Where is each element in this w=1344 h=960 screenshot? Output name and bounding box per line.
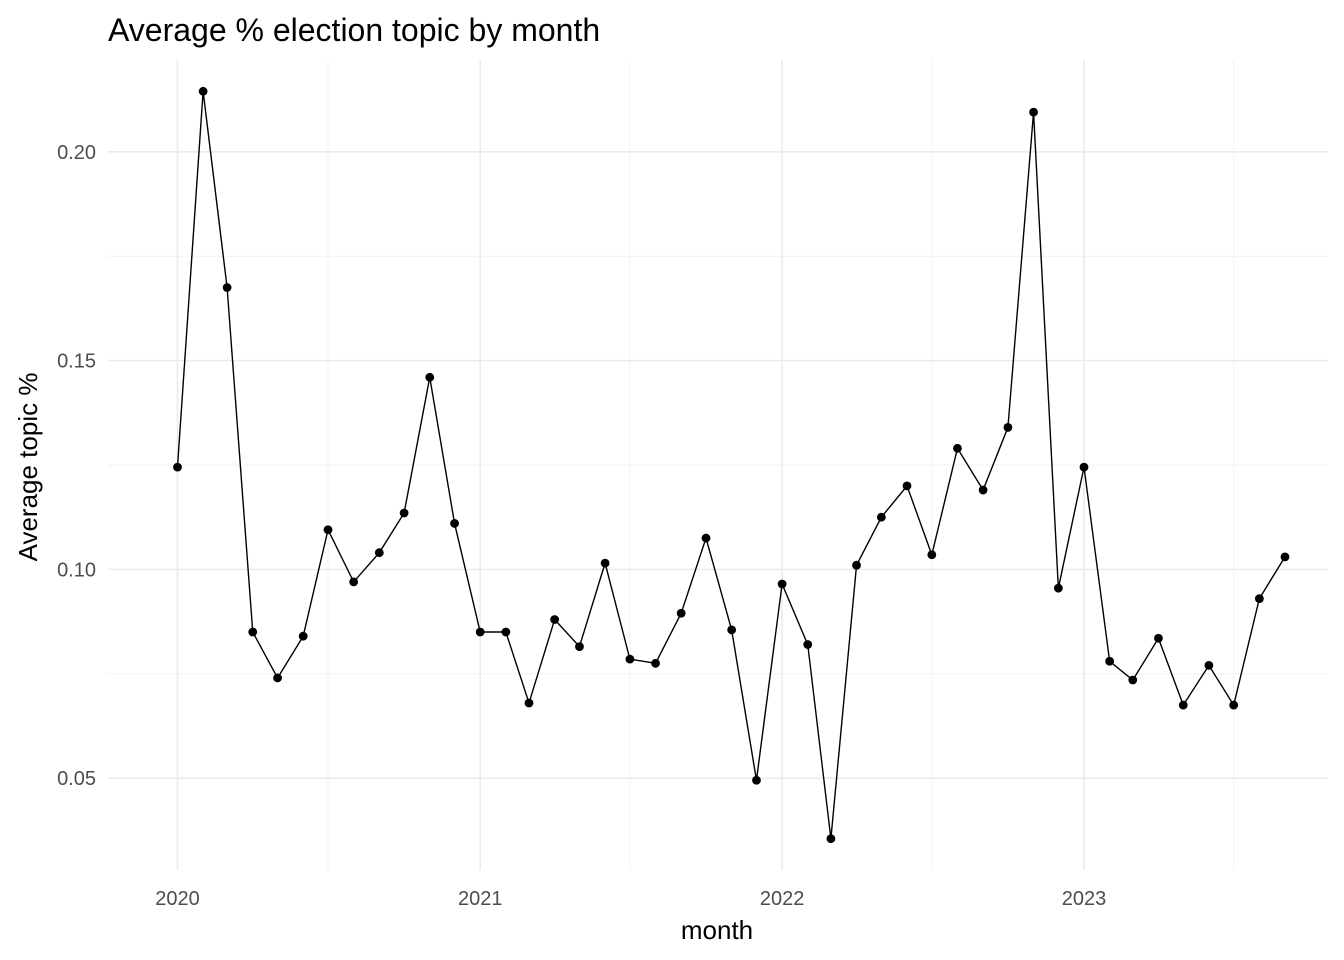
data-point: [1204, 661, 1214, 670]
data-point: [374, 548, 384, 558]
data-point: [349, 577, 359, 587]
data-point: [701, 533, 711, 543]
data-point: [550, 615, 560, 624]
data-point: [1029, 107, 1038, 117]
data-point: [273, 673, 282, 683]
data-point: [575, 642, 584, 652]
data-point: [501, 627, 511, 637]
data-point: [902, 481, 912, 491]
data-point: [1003, 423, 1013, 432]
data-point: [752, 775, 761, 785]
data-point: [323, 525, 333, 535]
grid-major-x: [176, 60, 1085, 870]
data-point: [803, 640, 813, 649]
grid-major-y: [108, 151, 1328, 779]
y-tick-labels: 0.05 0.10 0.15 0.20: [57, 142, 96, 790]
data-point: [173, 462, 182, 472]
x-axis-title: month: [681, 915, 753, 945]
data-point: [600, 558, 610, 568]
data-point: [927, 550, 937, 560]
grid-minor-x: [327, 60, 1235, 870]
data-point: [826, 834, 836, 844]
data-point: [1154, 633, 1163, 643]
x-tick-label: 2021: [458, 888, 503, 910]
data-point: [1280, 552, 1290, 562]
data-point: [475, 627, 485, 637]
series-points: [173, 86, 1290, 844]
data-point: [1079, 462, 1089, 472]
data-point: [399, 508, 409, 518]
data-point: [676, 608, 686, 618]
data-point: [1128, 675, 1138, 685]
y-tick-label: 0.15: [57, 351, 96, 373]
data-point: [777, 579, 787, 589]
data-point: [727, 625, 737, 635]
data-point: [852, 560, 861, 570]
data-point: [978, 485, 988, 495]
x-tick-labels: 2020 2021 2022 2023: [155, 888, 1106, 910]
x-tick-label: 2023: [1062, 888, 1107, 910]
data-point: [1053, 583, 1063, 593]
chart-title: Average % election topic by month: [108, 12, 600, 48]
data-point: [524, 698, 534, 708]
grid-minor-y: [108, 255, 1328, 675]
y-axis-title: Average topic %: [13, 373, 43, 562]
data-point: [298, 631, 308, 641]
data-point: [953, 443, 962, 453]
data-point: [876, 512, 886, 522]
data-point: [1229, 700, 1239, 710]
data-point: [222, 283, 232, 292]
data-point: [198, 86, 208, 96]
x-tick-label: 2022: [760, 888, 805, 910]
data-point: [248, 627, 258, 637]
data-point: [425, 372, 435, 382]
y-tick-label: 0.10: [57, 559, 96, 581]
data-point: [1254, 594, 1264, 604]
data-point: [1105, 656, 1115, 666]
y-tick-label: 0.20: [57, 142, 96, 164]
y-tick-label: 0.05: [57, 768, 96, 790]
data-point: [450, 519, 459, 528]
data-point: [1178, 700, 1188, 710]
x-tick-label: 2020: [155, 888, 200, 910]
data-point: [625, 654, 635, 664]
data-point: [651, 658, 660, 668]
